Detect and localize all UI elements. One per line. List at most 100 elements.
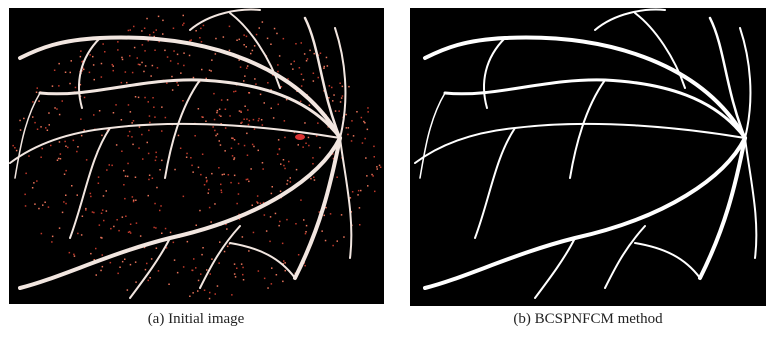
noise-dot [131,136,133,138]
noise-dot [183,52,185,54]
noise-dot [177,85,179,87]
noise-dot [335,110,337,112]
noise-dot [192,171,194,173]
noise-dot [37,87,39,89]
noise-dot [283,165,285,167]
noise-dot [329,85,331,87]
noise-dot [102,43,104,45]
noise-dot [247,179,249,181]
noise-dot [126,82,128,84]
segmented-image [410,8,766,306]
noise-dot [186,157,188,159]
noise-dot [318,77,320,79]
noise-dot [321,230,323,232]
noise-dot [314,179,316,181]
noise-dot [32,116,34,118]
noise-dot [366,175,368,177]
noise-dot [62,212,64,214]
noise-dot [137,57,139,59]
noise-dot [190,157,192,159]
noise-dot [240,66,242,68]
noise-dot [206,269,208,271]
noise-dot [233,159,235,161]
noise-dot [173,28,175,30]
noise-dot [65,195,67,197]
noise-dot [64,141,66,143]
noise-dot [90,253,92,255]
noise-dot [122,261,124,263]
noise-dot [279,221,281,223]
noise-dot [244,75,246,77]
noise-dot [363,121,365,123]
noise-dot [155,160,157,162]
noise-dot [338,110,340,112]
noise-dot [152,178,154,180]
noise-dot [215,38,217,40]
noise-dot [325,240,327,242]
caption: (a) Initial image [16,311,376,328]
noise-dot [198,280,200,282]
noise-dot [244,145,246,147]
noise-dot [134,47,136,49]
noise-dot [57,160,59,162]
noise-dot [258,120,260,122]
noise-dot [276,33,278,35]
noise-dot [324,66,326,68]
noise-dot [116,144,118,146]
noise-dot [376,166,378,168]
noise-dot [156,156,158,158]
noise-dot [113,65,115,67]
noise-dot [287,180,289,182]
noise-dot [209,70,211,72]
noise-dot [248,124,250,126]
noise-dot [236,203,238,205]
noise-dot [177,63,179,65]
noise-dot [101,213,103,215]
noise-dot [158,16,160,18]
noise-dot [106,210,108,212]
noise-dot [80,50,82,52]
noise-dot [283,38,285,40]
noise-dot [219,241,221,243]
noise-dot [209,292,211,294]
noise-dot [235,276,237,278]
noise-dot [92,56,94,58]
noise-dot [246,36,248,38]
noise-dot [139,126,141,128]
noise-dot [76,151,78,153]
noise-dot [284,120,286,122]
noise-dot [213,93,215,95]
noise-dot [258,118,260,120]
noise-dot [229,50,231,52]
noise-dot [243,119,245,121]
noise-dot [240,111,242,113]
noise-dot [99,224,101,226]
noise-dot [85,208,87,210]
noise-dot [372,175,374,177]
noise-dot [89,72,91,74]
noise-dot [229,26,231,28]
noise-dot [234,263,236,265]
noise-dot [341,214,343,216]
noise-dot [124,259,126,261]
noise-dot [241,263,243,265]
noise-dot [82,216,84,218]
noise-dot [282,281,284,283]
noise-dot [211,258,213,260]
noise-dot [220,144,222,146]
noise-dot [243,80,245,82]
noise-dot [197,290,199,292]
noise-dot [196,225,198,227]
noise-dot [90,193,92,195]
noise-dot [135,200,137,202]
noise-dot [50,145,52,147]
noise-dot [236,40,238,42]
noise-dot [135,96,137,98]
noise-dot [60,158,62,160]
noise-dot [199,210,201,212]
noise-dot [172,89,174,91]
noise-dot [33,182,35,184]
noise-dot [100,270,102,272]
noise-dot [299,67,301,69]
noise-dot [133,201,135,203]
